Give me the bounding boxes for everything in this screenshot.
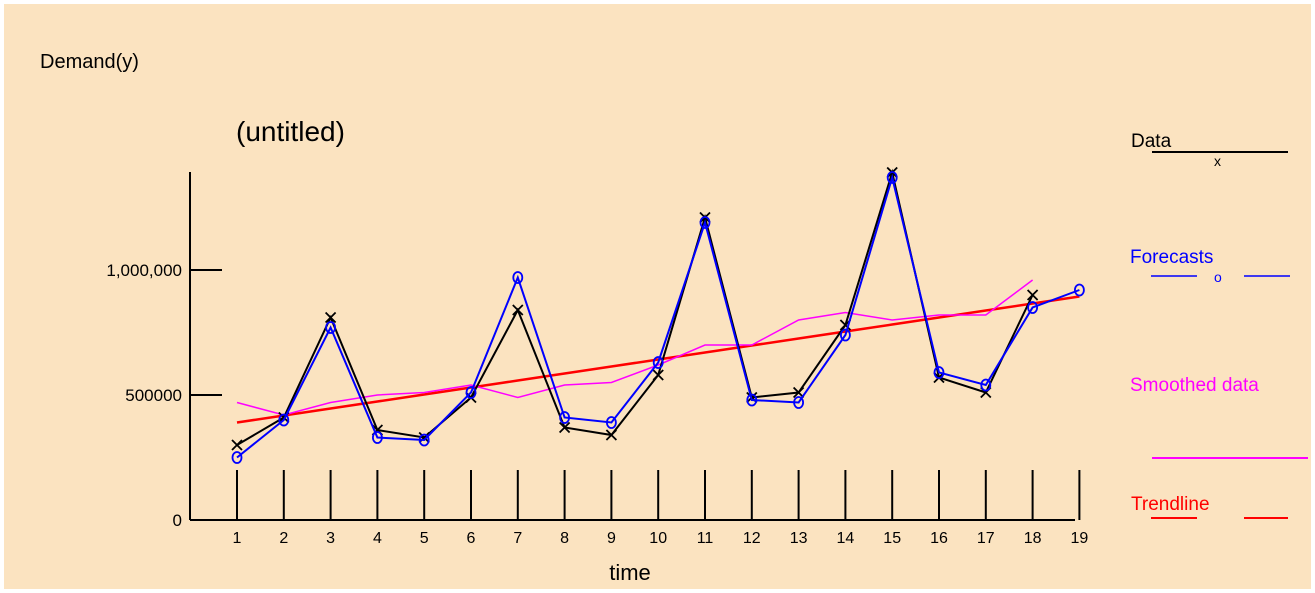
x-tick-label: 11 [697, 530, 714, 547]
data-point-x [512, 304, 524, 316]
data-point-x [1026, 289, 1039, 301]
data-point-x [418, 431, 430, 444]
data-point-o [371, 431, 383, 444]
data-point-o [886, 171, 898, 184]
series-line-forecasts [236, 173, 1080, 459]
data-point-o [325, 321, 337, 334]
x-axis-label: time [609, 560, 651, 585]
x-tick-label: 14 [837, 530, 855, 547]
data-point-x [231, 439, 243, 451]
legend-forecasts-label: Forecasts [1130, 247, 1213, 268]
legend-data-label: Data [1131, 131, 1172, 152]
data-point-x [792, 386, 805, 399]
x-tick-label: 1 [233, 530, 242, 547]
x-tick-label: 7 [513, 530, 522, 547]
chart-title: (untitled) [236, 116, 345, 147]
y-tick-label: 500000 [125, 386, 182, 405]
legend: Data x Forecasts o Smoothed data Trendli… [1130, 131, 1308, 519]
legend-smoothed-label: Smoothed data [1130, 375, 1259, 396]
data-point-x [605, 429, 618, 441]
data-point-o [606, 416, 617, 429]
data-point-o [512, 271, 524, 284]
x-tick-label: 13 [790, 530, 808, 547]
legend-data-marker: x [1214, 153, 1221, 169]
data-point-o [652, 356, 664, 369]
data-point-o [933, 366, 945, 379]
data-point-o [418, 433, 430, 447]
series-line-smoothed-data [236, 279, 1034, 416]
data-point-o [278, 413, 290, 427]
x-tick-label: 12 [743, 530, 761, 547]
x-tick-label: 5 [420, 530, 429, 547]
x-tick-label: 4 [373, 530, 382, 547]
data-point-o [840, 328, 851, 342]
data-point-o [1027, 301, 1038, 314]
data-point-o [231, 451, 243, 464]
x-tick-label: 10 [649, 530, 667, 547]
data-point-o [465, 386, 477, 399]
data-point-o [793, 396, 804, 409]
x-tick-label: 6 [467, 530, 476, 547]
x-tick-label: 17 [977, 530, 995, 547]
y-axis-label: Demand(y) [40, 51, 139, 73]
data-point-o [746, 393, 758, 407]
y-tick-label: 0 [173, 511, 182, 530]
series-group [231, 166, 1085, 464]
x-tick-label: 8 [560, 530, 569, 547]
data-point-o [559, 411, 570, 424]
x-tick-label: 3 [326, 530, 335, 547]
legend-trendline-label: Trendline [1131, 494, 1210, 515]
data-point-x [324, 311, 337, 324]
x-tick-label: 9 [607, 530, 616, 547]
x-ticks: 1 2 3 4 5 6 7 8 9 10 11 12 13 14 15 16 17 18 19 [233, 470, 1089, 547]
y-ticks: 0 500000 1,000,000 [106, 261, 222, 530]
x-tick-label: 19 [1071, 530, 1089, 547]
data-point-o [980, 378, 992, 392]
legend-forecasts-marker: o [1214, 269, 1222, 285]
x-tick-label: 2 [279, 530, 288, 547]
x-tick-label: 18 [1024, 530, 1042, 547]
x-tick-label: 16 [930, 530, 948, 547]
x-tick-label: 15 [883, 530, 901, 547]
y-tick-label: 1,000,000 [106, 261, 182, 280]
data-point-o [699, 216, 711, 229]
data-point-x [652, 369, 664, 381]
data-point-x [558, 421, 571, 434]
data-point-o [1074, 283, 1085, 297]
